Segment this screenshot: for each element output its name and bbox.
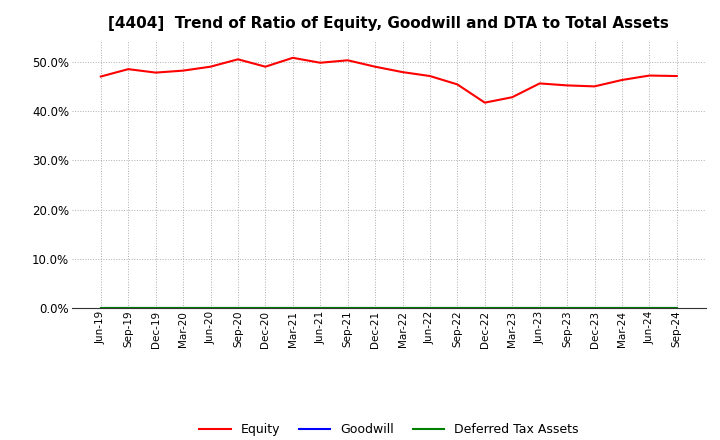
Line: Equity: Equity bbox=[101, 58, 677, 103]
Goodwill bbox=[480, 305, 489, 311]
Deferred Tax Assets bbox=[398, 305, 407, 311]
Goodwill bbox=[179, 305, 187, 311]
Goodwill bbox=[645, 305, 654, 311]
Deferred Tax Assets bbox=[96, 305, 105, 311]
Deferred Tax Assets bbox=[316, 305, 325, 311]
Equity bbox=[206, 64, 215, 70]
Deferred Tax Assets bbox=[179, 305, 187, 311]
Deferred Tax Assets bbox=[480, 305, 489, 311]
Equity bbox=[672, 73, 681, 79]
Deferred Tax Assets bbox=[453, 305, 462, 311]
Deferred Tax Assets bbox=[563, 305, 572, 311]
Deferred Tax Assets bbox=[618, 305, 626, 311]
Equity bbox=[618, 77, 626, 83]
Equity bbox=[508, 95, 516, 100]
Equity bbox=[179, 68, 187, 73]
Equity bbox=[343, 58, 352, 63]
Deferred Tax Assets bbox=[261, 305, 270, 311]
Goodwill bbox=[563, 305, 572, 311]
Equity bbox=[261, 64, 270, 70]
Equity bbox=[371, 64, 379, 70]
Goodwill bbox=[316, 305, 325, 311]
Equity bbox=[316, 60, 325, 66]
Goodwill bbox=[536, 305, 544, 311]
Goodwill bbox=[124, 305, 132, 311]
Deferred Tax Assets bbox=[645, 305, 654, 311]
Goodwill bbox=[289, 305, 297, 311]
Equity bbox=[590, 84, 599, 89]
Goodwill bbox=[343, 305, 352, 311]
Goodwill bbox=[426, 305, 434, 311]
Goodwill bbox=[151, 305, 160, 311]
Goodwill bbox=[398, 305, 407, 311]
Deferred Tax Assets bbox=[206, 305, 215, 311]
Equity bbox=[536, 81, 544, 86]
Goodwill bbox=[672, 305, 681, 311]
Goodwill bbox=[371, 305, 379, 311]
Deferred Tax Assets bbox=[289, 305, 297, 311]
Equity bbox=[426, 73, 434, 79]
Goodwill bbox=[618, 305, 626, 311]
Goodwill bbox=[261, 305, 270, 311]
Goodwill bbox=[233, 305, 242, 311]
Equity bbox=[645, 73, 654, 78]
Deferred Tax Assets bbox=[343, 305, 352, 311]
Goodwill bbox=[96, 305, 105, 311]
Deferred Tax Assets bbox=[426, 305, 434, 311]
Equity bbox=[124, 66, 132, 72]
Equity bbox=[453, 82, 462, 87]
Equity bbox=[96, 74, 105, 79]
Goodwill bbox=[206, 305, 215, 311]
Goodwill bbox=[453, 305, 462, 311]
Goodwill bbox=[590, 305, 599, 311]
Goodwill bbox=[508, 305, 516, 311]
Deferred Tax Assets bbox=[508, 305, 516, 311]
Title: [4404]  Trend of Ratio of Equity, Goodwill and DTA to Total Assets: [4404] Trend of Ratio of Equity, Goodwil… bbox=[109, 16, 669, 32]
Equity bbox=[289, 55, 297, 60]
Deferred Tax Assets bbox=[124, 305, 132, 311]
Equity bbox=[233, 57, 242, 62]
Legend: Equity, Goodwill, Deferred Tax Assets: Equity, Goodwill, Deferred Tax Assets bbox=[194, 418, 583, 440]
Deferred Tax Assets bbox=[233, 305, 242, 311]
Equity bbox=[151, 70, 160, 75]
Deferred Tax Assets bbox=[536, 305, 544, 311]
Equity bbox=[480, 100, 489, 105]
Deferred Tax Assets bbox=[151, 305, 160, 311]
Equity bbox=[563, 83, 572, 88]
Equity bbox=[398, 70, 407, 75]
Deferred Tax Assets bbox=[371, 305, 379, 311]
Deferred Tax Assets bbox=[590, 305, 599, 311]
Deferred Tax Assets bbox=[672, 305, 681, 311]
